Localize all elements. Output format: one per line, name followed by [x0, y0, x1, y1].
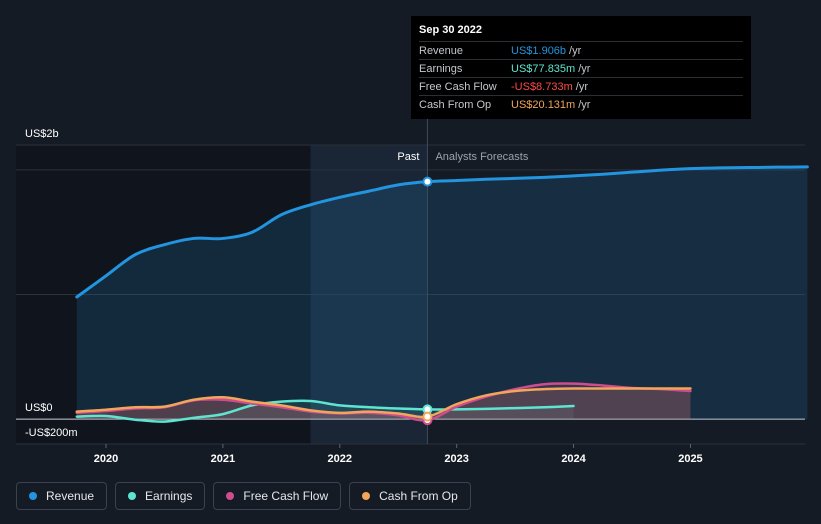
x-tick-2025: 2025 [678, 453, 702, 465]
x-tick-2022: 2022 [328, 453, 352, 465]
past-label: Past [397, 151, 419, 163]
tooltip-row-label: Revenue [419, 44, 464, 57]
legend-label: Revenue [46, 489, 95, 503]
forecast-label: Analysts Forecasts [435, 151, 528, 163]
legend-label: Earnings [145, 489, 193, 503]
chart-area: US$2b US$0 -US$200m Past Analysts Foreca… [16, 119, 809, 465]
hover-markers [422, 176, 433, 426]
y-axis-bottom-label: -US$200m [25, 427, 78, 439]
revenue-line [75, 165, 809, 299]
tooltip-rows: Revenue US$1.906b/yr Earnings US$77.835m/yr… [419, 41, 743, 113]
legend-dot-icon [362, 492, 371, 500]
x-tick-2020: 2020 [94, 453, 118, 465]
tooltip-row-value: US$77.835m [511, 62, 576, 75]
tooltip-row-cash-from-op: Cash From Op US$20.131m/yr [419, 95, 743, 113]
tooltip-row-unit: /yr [575, 80, 588, 93]
tooltip-row-label: Cash From Op [419, 98, 492, 111]
cash-from-op-marker [422, 411, 433, 422]
x-tick-2023: 2023 [444, 453, 468, 465]
legend-item-revenue[interactable]: Revenue [16, 482, 108, 510]
tooltip-row-unit: /yr [578, 62, 591, 75]
chart-legend: Revenue Earnings Free Cash Flow Cash From O… [16, 482, 471, 510]
revenue-marker [422, 176, 433, 187]
legend-item-cash-from-op[interactable]: Cash From Op [349, 482, 471, 510]
x-axis-ticks: 2020 2021 2022 2023 2024 2025 [94, 444, 703, 465]
y-axis-top-label: US$2b [25, 128, 59, 140]
tooltip-row-free-cash-flow: Free Cash Flow -US$8.733m/yr [419, 77, 743, 95]
x-tick-2021: 2021 [211, 453, 235, 465]
earnings-line [75, 399, 575, 423]
tooltip-row-revenue: Revenue US$1.906b/yr [419, 41, 743, 59]
x-tick-2024: 2024 [561, 453, 586, 465]
legend-item-free-cash-flow[interactable]: Free Cash Flow [213, 482, 342, 510]
cash-from-op-line [75, 387, 692, 419]
legend-dot-icon [29, 492, 37, 500]
legend-item-earnings[interactable]: Earnings [115, 482, 206, 510]
tooltip-row-label: Free Cash Flow [419, 80, 497, 93]
legend-dot-icon [128, 492, 137, 500]
tooltip-row-label: Earnings [419, 62, 463, 75]
legend-label: Cash From Op [379, 489, 458, 503]
hover-tooltip: Sep 30 2022 Revenue US$1.906b/yr Earnings U… [411, 16, 751, 119]
legend-label: Free Cash Flow [243, 489, 329, 503]
tooltip-row-unit: /yr [569, 44, 582, 57]
legend-dot-icon [226, 492, 235, 500]
tooltip-row-unit: /yr [578, 98, 591, 111]
tooltip-date: Sep 30 2022 [419, 24, 482, 36]
y-axis-zero-label: US$0 [25, 402, 53, 414]
tooltip-row-earnings: Earnings US$77.835m/yr [419, 59, 743, 77]
series-lines [75, 165, 809, 423]
tooltip-row-value: -US$8.733m [511, 80, 573, 93]
tooltip-row-value: US$20.131m [511, 98, 576, 111]
tooltip-row-value: US$1.906b [511, 44, 567, 57]
